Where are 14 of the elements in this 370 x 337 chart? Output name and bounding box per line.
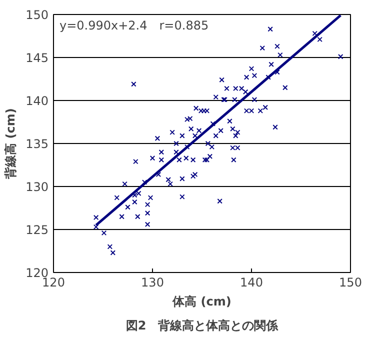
x-tick-label: 140 [240, 276, 263, 290]
caption: 図2 背線高と体高との関係 [126, 318, 280, 332]
y-tick-label: 150 [26, 8, 48, 22]
x-tick-label: 120 [42, 276, 65, 290]
x-tick-label: 130 [141, 276, 164, 290]
y-tick-label: 135 [26, 137, 48, 151]
y-tick-label: 140 [26, 94, 48, 108]
y-tick-label: 130 [26, 180, 48, 194]
x-axis-title: 体高 (cm) [172, 294, 232, 308]
x-tick-label: 150 [339, 276, 362, 290]
y-axis-title: 背線高 (cm) [4, 108, 18, 180]
annotation: y=0.990x+2.4 r=0.885 [60, 18, 209, 32]
y-tick-label: 125 [26, 223, 48, 237]
y-tick-label: 145 [26, 51, 48, 65]
